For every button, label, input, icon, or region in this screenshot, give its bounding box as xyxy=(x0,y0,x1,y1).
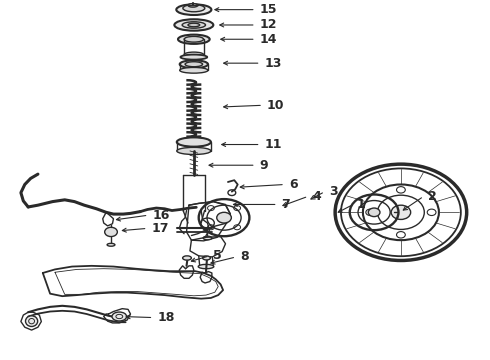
Ellipse shape xyxy=(180,67,208,73)
Text: 12: 12 xyxy=(260,18,277,31)
Ellipse shape xyxy=(174,19,213,31)
Text: 4: 4 xyxy=(312,190,321,203)
Ellipse shape xyxy=(107,243,115,246)
Ellipse shape xyxy=(177,138,211,147)
Ellipse shape xyxy=(188,4,198,7)
Ellipse shape xyxy=(176,4,211,15)
Circle shape xyxy=(391,205,411,220)
Text: 16: 16 xyxy=(152,209,170,222)
Circle shape xyxy=(105,227,117,237)
Ellipse shape xyxy=(183,5,205,12)
Ellipse shape xyxy=(177,147,211,154)
Ellipse shape xyxy=(183,256,192,260)
Text: 18: 18 xyxy=(157,311,174,324)
Ellipse shape xyxy=(180,55,207,60)
Text: 15: 15 xyxy=(260,3,277,16)
Text: 9: 9 xyxy=(260,159,268,172)
Circle shape xyxy=(368,208,380,217)
Text: 2: 2 xyxy=(428,190,437,203)
Ellipse shape xyxy=(182,22,205,28)
Ellipse shape xyxy=(184,52,203,57)
Ellipse shape xyxy=(185,62,202,67)
Text: 1: 1 xyxy=(357,198,366,211)
Text: 11: 11 xyxy=(265,138,282,151)
Ellipse shape xyxy=(198,264,214,269)
Text: 13: 13 xyxy=(265,57,282,70)
Ellipse shape xyxy=(203,236,212,240)
Text: 6: 6 xyxy=(289,178,297,191)
Ellipse shape xyxy=(25,316,38,327)
Ellipse shape xyxy=(188,23,200,27)
Circle shape xyxy=(217,212,231,223)
Text: 8: 8 xyxy=(240,251,249,264)
Ellipse shape xyxy=(184,36,203,42)
Text: 5: 5 xyxy=(213,249,222,262)
Text: 10: 10 xyxy=(267,99,284,112)
Text: 17: 17 xyxy=(151,222,169,235)
Ellipse shape xyxy=(178,35,210,44)
Ellipse shape xyxy=(112,312,126,321)
Ellipse shape xyxy=(202,256,210,260)
Ellipse shape xyxy=(180,60,208,68)
Text: 14: 14 xyxy=(260,33,277,46)
Text: 7: 7 xyxy=(282,198,290,211)
Text: 3: 3 xyxy=(329,185,338,198)
